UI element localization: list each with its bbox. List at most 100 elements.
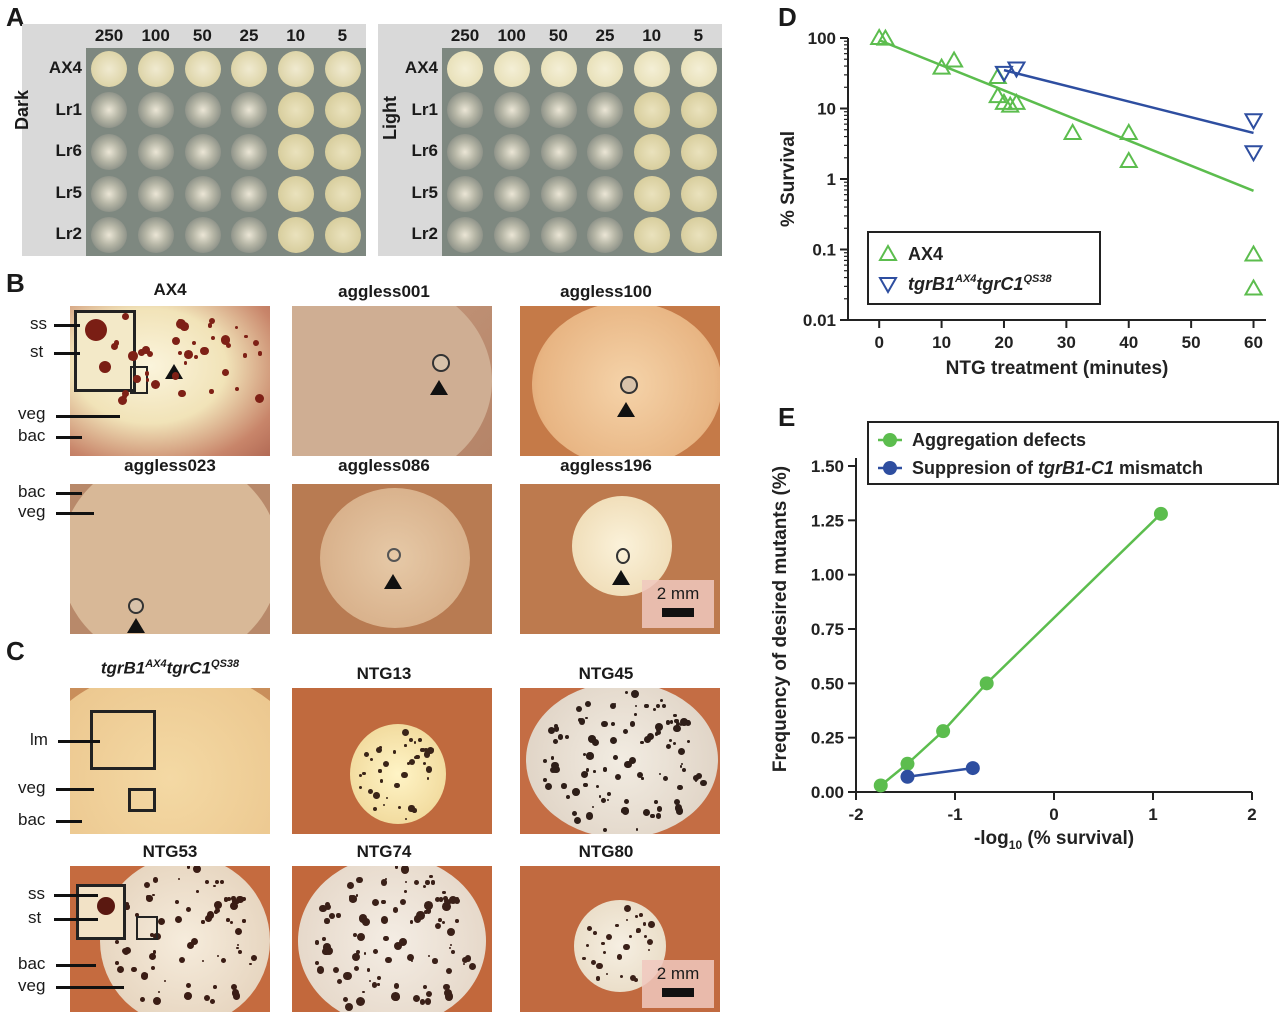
strain-label: Lr5: [55, 182, 82, 202]
colony-spot: [680, 92, 717, 129]
x-tick-label: 20: [995, 333, 1014, 352]
colony-spot: [587, 50, 624, 87]
panel-letter-c: C: [6, 636, 25, 666]
tile-tgrb1-image: [70, 688, 270, 834]
colony-spot: [447, 50, 484, 87]
dilution-label: 25: [595, 26, 615, 45]
colony-spot: [184, 92, 221, 129]
arrowhead-icon: [384, 574, 402, 589]
data-point: [1119, 150, 1139, 169]
colony-spot: [324, 175, 361, 212]
colony-spot: [634, 50, 670, 87]
fit-line: [878, 39, 1254, 192]
x-tick-label: 10: [932, 333, 951, 352]
data-point: [988, 86, 1008, 104]
y-tick-label: 0.1: [812, 241, 836, 260]
data-point: [1243, 278, 1264, 296]
data-point: [873, 778, 888, 793]
colony-spot: [494, 92, 530, 129]
strain-label: Lr2: [55, 224, 82, 244]
colony-spot: [138, 50, 174, 87]
tile-ntg53-image: [70, 866, 270, 1012]
colony-spot: [634, 134, 670, 170]
strain-label: Lr2: [411, 224, 438, 244]
colony-spot: [540, 92, 577, 129]
data-point: [965, 761, 980, 776]
colony-spot: [324, 92, 361, 129]
strain-label: Lr1: [55, 99, 82, 119]
x-tick-label: 1: [1148, 805, 1157, 824]
chart-e: 0.00 0.25 0.50 0.75 1.00 1.25 1.50 -2 -1 0 1 2 -log1…: [770, 421, 1279, 852]
data-point: [1062, 122, 1083, 140]
colony-spot: [447, 217, 484, 254]
tile-title-aggless196: aggless196: [560, 456, 652, 475]
data-point: [994, 65, 1014, 83]
label-ss: ss: [30, 314, 47, 333]
legend-label: AX4: [908, 244, 943, 264]
dilution-label: 50: [548, 26, 568, 45]
label-bac-2: bac: [18, 482, 46, 501]
strain-label: Lr6: [411, 141, 438, 161]
data-point: [875, 28, 896, 46]
tile-ntg80-image: 2 mm: [520, 866, 720, 1012]
colony-spot: [447, 92, 484, 129]
data-point: [1006, 61, 1027, 79]
panel-letter-e: E: [778, 402, 796, 432]
colony-spot: [91, 92, 128, 129]
arrowhead-icon: [612, 570, 630, 585]
tile-title-ntg13: NTG13: [356, 664, 412, 683]
colony-spot: [184, 217, 221, 254]
label-lm: lm: [30, 730, 48, 749]
colony-spot: [278, 50, 314, 87]
colony-spot: [184, 175, 221, 212]
data-point: [936, 724, 951, 739]
colony-spot: [587, 134, 624, 170]
arrowhead-icon: [127, 618, 145, 633]
x-tick-label: 2: [1247, 805, 1256, 824]
dilution-label: 100: [141, 26, 170, 45]
x-tick-label: 60: [1244, 333, 1263, 352]
colony-spot: [494, 50, 530, 87]
y-tick-label: 0.75: [811, 620, 844, 639]
panel-a: 250 100 50 25 10 5 AX4 Lr1 Lr6 Lr5 Lr2 Dark 250 10…: [0, 0, 770, 262]
tile-title-aggless086: aggless086: [338, 456, 430, 475]
ax4-inset-box: [74, 310, 136, 392]
scale-bar: 2 mm: [642, 580, 714, 628]
label-ss-c: ss: [28, 884, 45, 903]
colony-spot: [587, 217, 624, 254]
colony-spot: [324, 217, 361, 254]
dark-plate-image: [86, 48, 366, 256]
x-tick-label: 30: [1057, 333, 1076, 352]
dilution-label: 50: [192, 26, 212, 45]
fit-line: [1003, 68, 1254, 135]
tile-title-aggless023: aggless023: [124, 456, 216, 475]
y-tick-label: 100: [808, 29, 836, 48]
series-line: [907, 766, 973, 779]
strain-label: Lr6: [55, 141, 82, 161]
colony-spot: [680, 175, 717, 212]
strain-label: Lr1: [411, 99, 438, 119]
tile-aggless001-image: [292, 306, 492, 456]
colony-spot: [680, 217, 717, 254]
data-point: [1243, 244, 1264, 262]
label-veg-2: veg: [18, 502, 46, 521]
y-axis-label: % Survival: [778, 131, 799, 227]
colony-spot: [91, 134, 128, 170]
colony-spot: [278, 92, 314, 129]
scale-bar-c: 2 mm: [642, 960, 714, 1008]
tile-ntg45-image: [520, 688, 720, 834]
x-tick-label: -2: [848, 805, 863, 824]
x-tick-label: 0: [874, 333, 883, 352]
data-point: [1000, 95, 1020, 113]
dilution-label: 10: [286, 26, 306, 45]
label-veg-c: veg: [18, 778, 46, 797]
panel-letter-d: D: [778, 2, 797, 32]
tile-title-tgrb1-tgrc1: tgrB1AX4tgrC1QS38: [100, 658, 240, 678]
x-tick-label: 40: [1119, 333, 1138, 352]
strain-label: Lr5: [411, 182, 438, 202]
y-tick-label: 0.00: [811, 783, 844, 802]
dilution-label: 10: [642, 26, 662, 45]
colony-spot: [231, 217, 268, 254]
x-tick-label: -1: [947, 805, 962, 824]
colony-spot: [138, 175, 174, 212]
